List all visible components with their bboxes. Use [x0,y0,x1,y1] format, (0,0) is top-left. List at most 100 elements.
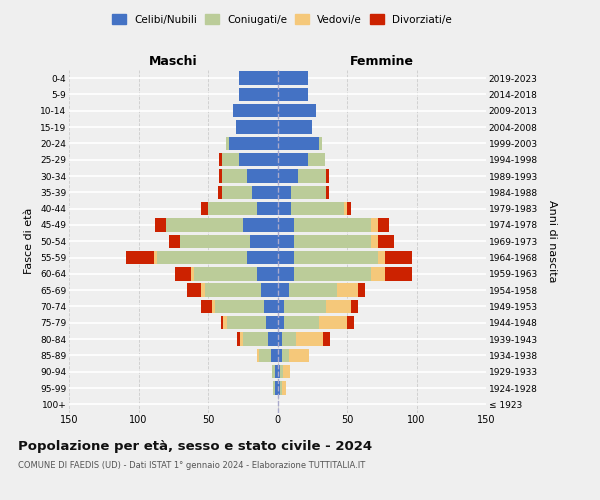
Bar [257,348,277,362]
Bar [223,316,277,330]
Y-axis label: Fasce di età: Fasce di età [25,208,34,274]
Bar [222,170,277,182]
Bar [194,267,277,280]
Bar [277,72,308,85]
Bar [277,251,294,264]
Bar [277,234,394,248]
Bar [277,186,326,199]
Bar [277,332,281,346]
Bar [239,88,277,101]
Bar [222,153,277,166]
Bar [277,120,312,134]
Bar [277,332,296,346]
Text: Popolazione per età, sesso e stato civile - 2024: Popolazione per età, sesso e stato civil… [18,440,372,453]
Bar [201,202,277,215]
Bar [277,170,329,182]
Bar [277,234,377,248]
Bar [187,284,277,297]
Bar [169,234,277,248]
Bar [266,316,277,330]
Bar [277,72,308,85]
Bar [277,120,312,134]
Bar [257,348,277,362]
Bar [277,251,385,264]
Bar [268,332,277,346]
Bar [226,136,277,150]
Bar [236,120,277,134]
Bar [277,104,316,118]
Bar [275,365,277,378]
Bar [277,136,319,150]
Bar [277,267,294,280]
Bar [191,267,277,280]
Bar [277,120,312,134]
Bar [215,300,277,313]
Bar [271,348,277,362]
Bar [205,284,277,297]
Bar [277,382,281,394]
Bar [277,218,377,232]
Bar [243,218,277,232]
Bar [257,202,277,215]
Bar [277,202,292,215]
Bar [239,72,277,85]
Bar [219,153,277,166]
Bar [277,88,308,101]
Bar [240,332,277,346]
Bar [226,136,277,150]
Bar [277,316,319,330]
Bar [212,300,277,313]
Bar [277,267,385,280]
Bar [277,300,351,313]
Bar [221,316,277,330]
Bar [239,72,277,85]
Bar [277,234,371,248]
Bar [277,316,347,330]
Bar [277,136,322,150]
Bar [277,153,325,166]
Bar [277,88,308,101]
Bar [229,136,277,150]
Bar [247,170,277,182]
Bar [277,300,326,313]
Bar [277,382,280,394]
Bar [180,234,277,248]
Bar [277,251,412,264]
Bar [277,136,322,150]
Bar [277,284,337,297]
Bar [261,284,277,297]
Bar [277,284,365,297]
Bar [272,365,277,378]
Bar [277,153,308,166]
Bar [277,284,289,297]
Bar [277,186,292,199]
Bar [277,234,294,248]
Text: Femmine: Femmine [350,54,414,68]
Bar [222,186,277,199]
Bar [277,72,308,85]
Bar [239,153,277,166]
Bar [277,348,281,362]
Bar [277,365,283,378]
Bar [233,104,277,118]
Bar [272,365,277,378]
Bar [277,332,331,346]
Bar [277,218,371,232]
Bar [239,72,277,85]
Bar [277,88,308,101]
Bar [250,234,277,248]
Text: COMUNE DI FAEDIS (UD) - Dati ISTAT 1° gennaio 2024 - Elaborazione TUTTITALIA.IT: COMUNE DI FAEDIS (UD) - Dati ISTAT 1° ge… [18,460,365,469]
Bar [208,202,277,215]
Bar [277,316,354,330]
Bar [277,104,316,118]
Bar [226,136,277,150]
Bar [233,104,277,118]
Bar [277,186,326,199]
Bar [277,267,412,280]
Bar [277,153,325,166]
Bar [239,88,277,101]
Bar [277,170,298,182]
Bar [277,72,308,85]
Bar [277,284,358,297]
Bar [247,251,277,264]
